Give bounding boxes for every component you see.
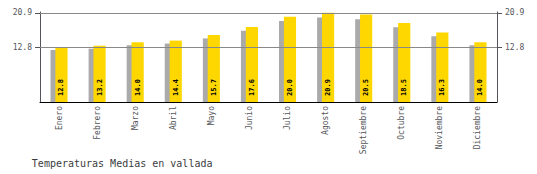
svg-text:20.9: 20.9: [505, 8, 524, 17]
svg-text:Septiembre: Septiembre: [359, 106, 368, 154]
svg-text:Diciembre: Diciembre: [473, 106, 482, 150]
svg-text:20.5: 20.5: [362, 79, 370, 96]
svg-text:15.7: 15.7: [210, 79, 218, 96]
svg-text:Abril: Abril: [169, 106, 178, 130]
svg-text:12.8: 12.8: [13, 43, 32, 52]
svg-text:Octubre: Octubre: [397, 106, 406, 140]
svg-text:Febrero: Febrero: [93, 106, 102, 140]
svg-text:20.9: 20.9: [13, 8, 32, 17]
svg-text:13.2: 13.2: [96, 79, 104, 96]
svg-text:Temperaturas Medias en vallada: Temperaturas Medias en vallada: [32, 158, 213, 169]
svg-text:12.8: 12.8: [505, 43, 524, 52]
svg-text:Mayo: Mayo: [207, 106, 216, 125]
svg-text:20.9: 20.9: [324, 79, 332, 96]
svg-text:17.6: 17.6: [248, 79, 256, 96]
svg-text:Noviembre: Noviembre: [435, 106, 444, 150]
svg-text:18.5: 18.5: [400, 79, 408, 96]
svg-text:Enero: Enero: [55, 106, 64, 130]
svg-text:12.8: 12.8: [57, 79, 65, 96]
svg-text:16.3: 16.3: [438, 79, 446, 96]
svg-text:Agosto: Agosto: [321, 106, 330, 135]
svg-text:14.0: 14.0: [476, 79, 484, 96]
svg-text:20.0: 20.0: [286, 79, 294, 96]
svg-text:14.4: 14.4: [172, 79, 180, 96]
svg-text:Junio: Junio: [245, 106, 254, 130]
svg-text:14.0: 14.0: [134, 79, 142, 96]
svg-text:Julio: Julio: [283, 106, 292, 130]
svg-text:Marzo: Marzo: [131, 106, 140, 130]
